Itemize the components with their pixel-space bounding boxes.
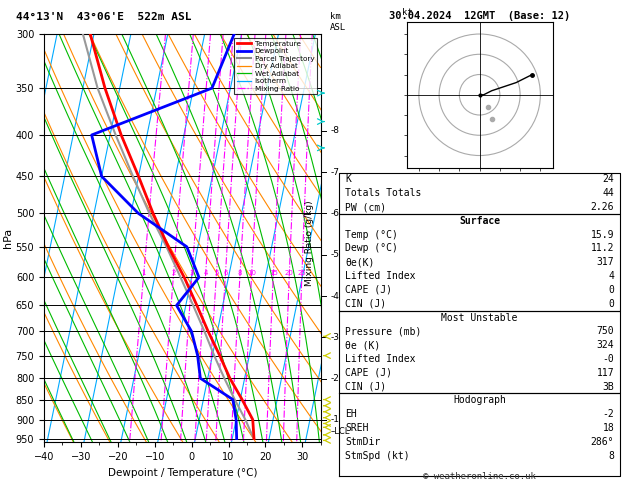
Text: θe (K): θe (K) [345,340,381,350]
Text: 44°13'N  43°06'E  522m ASL: 44°13'N 43°06'E 522m ASL [16,12,192,22]
Text: km
ASL: km ASL [330,12,347,32]
Text: -0: -0 [603,354,614,364]
Text: 18: 18 [603,423,614,433]
Text: 20: 20 [285,270,294,277]
Text: 286°: 286° [591,437,614,447]
Text: 750: 750 [596,326,614,336]
Text: 6: 6 [223,270,228,277]
Text: PW (cm): PW (cm) [345,202,386,212]
Text: CAPE (J): CAPE (J) [345,285,392,295]
Text: Dewp (°C): Dewp (°C) [345,243,398,254]
Text: 317: 317 [596,257,614,267]
Text: -3: -3 [330,333,339,342]
Text: Hodograph: Hodograph [453,395,506,405]
Text: 25: 25 [298,270,306,277]
Text: -5: -5 [330,250,339,259]
Text: 2.26: 2.26 [591,202,614,212]
Text: CIN (J): CIN (J) [345,382,386,392]
Text: -4: -4 [330,292,339,300]
Text: θe(K): θe(K) [345,257,374,267]
Text: 0: 0 [608,299,614,309]
Text: -2: -2 [603,409,614,419]
Text: Surface: Surface [459,216,500,226]
Text: 15: 15 [269,270,277,277]
Text: 15.9: 15.9 [591,230,614,240]
X-axis label: Dewpoint / Temperature (°C): Dewpoint / Temperature (°C) [108,468,257,478]
Text: 24: 24 [603,174,614,184]
Text: Lifted Index: Lifted Index [345,354,416,364]
Text: kt: kt [403,8,413,17]
Text: K: K [345,174,351,184]
Text: 4: 4 [203,270,208,277]
Text: 4: 4 [608,271,614,281]
Text: SREH: SREH [345,423,369,433]
Text: Totals Totals: Totals Totals [345,188,421,198]
Text: Pressure (mb): Pressure (mb) [345,326,421,336]
Text: -2: -2 [330,374,339,383]
Text: -8: -8 [330,126,339,136]
Text: 3B: 3B [603,382,614,392]
Text: © weatheronline.co.uk: © weatheronline.co.uk [423,472,536,481]
Text: CAPE (J): CAPE (J) [345,368,392,378]
Text: 2: 2 [171,270,175,277]
Text: 11.2: 11.2 [591,243,614,254]
Text: –LCL: –LCL [330,427,350,435]
Text: 324: 324 [596,340,614,350]
Text: 30.04.2024  12GMT  (Base: 12): 30.04.2024 12GMT (Base: 12) [389,11,571,21]
Text: Most Unstable: Most Unstable [442,312,518,323]
Text: 3: 3 [189,270,194,277]
Text: CIN (J): CIN (J) [345,299,386,309]
Text: -1: -1 [330,416,339,424]
Text: -6: -6 [330,209,339,218]
Text: 117: 117 [596,368,614,378]
Text: 1: 1 [142,270,146,277]
Text: 0: 0 [608,285,614,295]
Text: StmDir: StmDir [345,437,381,447]
Y-axis label: hPa: hPa [3,228,13,248]
Text: Temp (°C): Temp (°C) [345,230,398,240]
Text: 8: 8 [608,451,614,461]
Text: 10: 10 [247,270,256,277]
Text: 5: 5 [214,270,218,277]
Text: StmSpd (kt): StmSpd (kt) [345,451,409,461]
Text: Mixing Ratio (g/kg): Mixing Ratio (g/kg) [305,200,314,286]
Text: Lifted Index: Lifted Index [345,271,416,281]
Text: 8: 8 [238,270,242,277]
Text: EH: EH [345,409,357,419]
Text: -7: -7 [330,168,339,177]
Legend: Temperature, Dewpoint, Parcel Trajectory, Dry Adiabat, Wet Adiabat, Isotherm, Mi: Temperature, Dewpoint, Parcel Trajectory… [234,37,317,94]
Text: 44: 44 [603,188,614,198]
